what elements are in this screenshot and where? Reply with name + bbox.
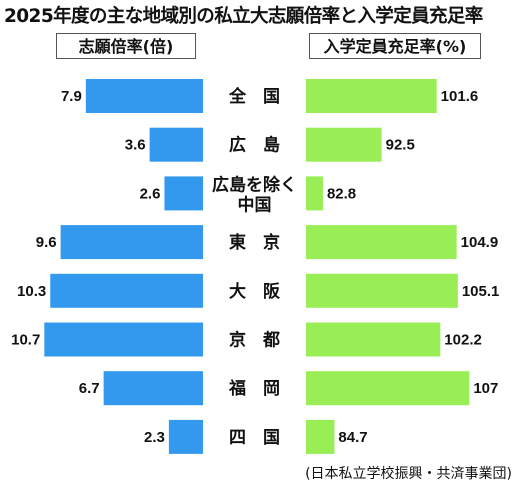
bar-enrollment-rate (306, 322, 441, 357)
label-enrollment-rate: 101.6 (441, 88, 479, 105)
bar-enrollment-rate (306, 176, 323, 211)
bar-application-ratio (164, 176, 203, 211)
label-application-ratio: 7.9 (61, 88, 82, 105)
label-application-ratio: 10.3 (17, 283, 46, 300)
label-application-ratio: 2.3 (144, 429, 165, 446)
bar-application-ratio (103, 371, 203, 406)
bar-application-ratio (60, 225, 203, 260)
label-enrollment-rate: 105.1 (462, 283, 500, 300)
category-label: 広島を除く中国 (212, 174, 297, 215)
bar-application-ratio (85, 79, 203, 113)
label-application-ratio: 3.6 (125, 137, 146, 154)
label-enrollment-rate: 102.2 (444, 332, 482, 349)
legend-application-ratio: 志願倍率(倍) (56, 33, 196, 59)
legend-enrollment-rate: 入学定員充足率(%) (309, 33, 481, 59)
label-application-ratio: 9.6 (36, 234, 57, 251)
category-label: 京 都 (229, 330, 280, 351)
bar-enrollment-rate (306, 273, 458, 308)
bar-enrollment-rate (306, 371, 470, 406)
bar-enrollment-rate (306, 225, 457, 260)
bar-application-ratio (168, 419, 203, 454)
category-label: 全 国 (228, 86, 280, 107)
label-enrollment-rate: 82.8 (327, 185, 356, 202)
category-label: 東 京 (229, 232, 280, 253)
source-note: (日本私立学校振興・共済事業団) (305, 466, 512, 482)
label-application-ratio: 6.7 (79, 380, 100, 397)
category-label: 四 国 (229, 428, 280, 448)
chart-title: 2025年度の主な地域別の私立大志願倍率と入学定員充足率 (4, 6, 483, 27)
label-application-ratio: 2.6 (140, 185, 161, 202)
category-label: 大 阪 (229, 281, 280, 302)
bar-enrollment-rate (306, 419, 335, 454)
label-enrollment-rate: 84.7 (338, 429, 367, 446)
bar-enrollment-rate (306, 127, 382, 162)
label-enrollment-rate: 104.9 (461, 234, 499, 251)
bar-application-ratio (50, 273, 203, 308)
bar-application-ratio (44, 322, 203, 357)
category-label: 広 島 (229, 135, 280, 156)
label-enrollment-rate: 107 (473, 380, 498, 397)
bar-application-ratio (149, 127, 203, 162)
bar-enrollment-rate (306, 79, 437, 113)
category-label: 福 岡 (228, 378, 280, 399)
label-enrollment-rate: 92.5 (386, 137, 415, 154)
label-application-ratio: 10.7 (11, 332, 40, 349)
